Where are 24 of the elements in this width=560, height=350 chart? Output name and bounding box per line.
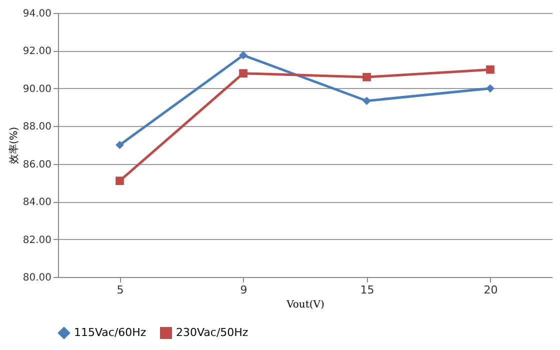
point — [362, 96, 371, 106]
point — [116, 176, 124, 186]
legend-label: 115Vac/60Hz — [74, 326, 146, 339]
point — [362, 72, 371, 82]
point — [486, 84, 494, 93]
y-tick-label: 86.00 — [22, 159, 52, 170]
point — [239, 51, 248, 60]
y-tick-label: 80.00 — [22, 272, 52, 284]
x-tick-label: 5 — [116, 284, 124, 296]
y-tick-label: 84.00 — [22, 197, 52, 208]
x-axis-title: Vout(V) — [286, 300, 324, 310]
y-tick-label: 88.00 — [22, 122, 52, 133]
x-tick-label: 9 — [240, 284, 248, 296]
y-tick-label: 94.00 — [22, 8, 52, 20]
point — [486, 65, 494, 74]
y-tick-label: 92.00 — [22, 46, 52, 58]
point — [239, 69, 248, 78]
y-tick-label: 82.00 — [22, 234, 52, 246]
point — [116, 140, 124, 150]
legend-label: 230Vac/50Hz — [176, 326, 248, 339]
x-tick-label: 15 — [360, 284, 374, 296]
x-tick-label: 20 — [484, 284, 498, 296]
y-axis-title: 效率(%) — [8, 126, 20, 164]
y-tick-label: 90.00 — [22, 84, 52, 95]
